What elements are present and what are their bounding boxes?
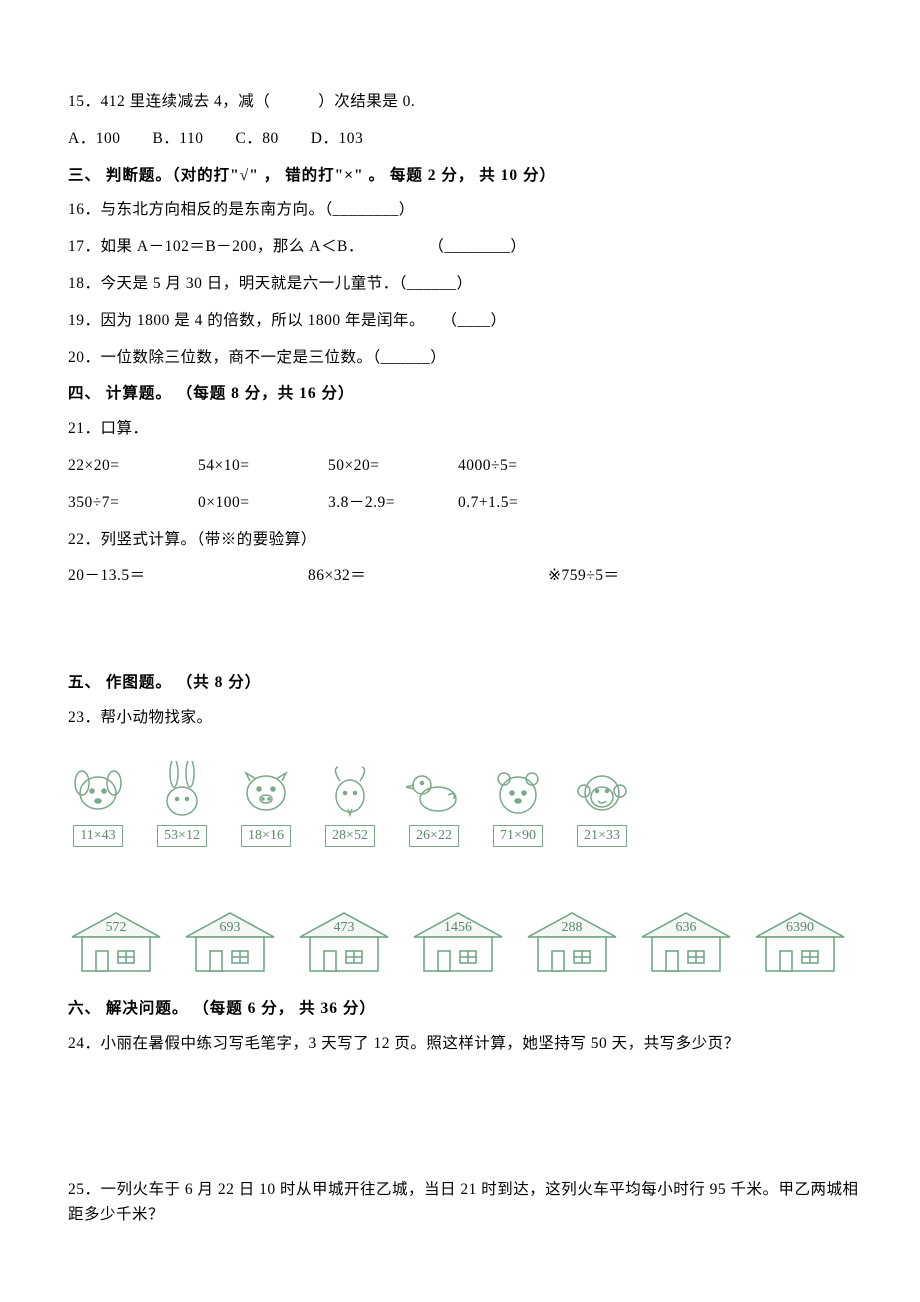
calc-item: 3.8－2.9=	[328, 491, 458, 516]
house-item: 1456	[410, 907, 506, 977]
q23: 23．帮小动物找家。	[68, 706, 870, 731]
calc-item: 54×10=	[198, 454, 328, 479]
q21: 21．口算．	[68, 417, 870, 442]
q22: 22．列竖式计算。（带※的要验算）	[68, 528, 870, 553]
q25: 25．一列火车于 6 月 22 日 10 时从甲城开往乙城，当日 21 时到达，…	[68, 1178, 870, 1228]
q20: 20．一位数除三位数，商不一定是三位数。（______）	[68, 346, 870, 371]
q17: 17．如果 A－102＝B－200，那么 A＜B． （________）	[68, 235, 870, 260]
animal-goat: 28×52	[320, 761, 380, 847]
house-number: 6390	[786, 920, 814, 935]
animal-label: 71×90	[493, 825, 543, 847]
house-item: 6390	[752, 907, 848, 977]
calc-item: 0×100=	[198, 491, 328, 516]
calc-row-1: 22×20= 54×10= 50×20= 4000÷5=	[68, 454, 870, 479]
calc-item: 4000÷5=	[458, 454, 518, 479]
q15-text: 15．412 里连续减去 4，减（ ）次结果是 0.	[68, 90, 870, 115]
houses-row: 572 693 473	[68, 907, 870, 977]
calc-item: 86×32＝	[308, 564, 548, 589]
animal-dog: 11×43	[68, 761, 128, 847]
calc-item: ※759÷5＝	[548, 564, 620, 589]
animal-pig: 18×16	[236, 761, 296, 847]
house-number: 288	[562, 920, 583, 935]
calc-row-2: 350÷7= 0×100= 3.8－2.9= 0.7+1.5=	[68, 491, 870, 516]
section5-title: 五、 作图题。 （共 8 分）	[68, 671, 870, 696]
calc-item: 0.7+1.5=	[458, 491, 518, 516]
house-number: 473	[334, 920, 355, 935]
section4-title: 四、 计算题。 （每题 8 分，共 16 分）	[68, 382, 870, 407]
bear-icon	[488, 761, 548, 821]
house-item: 473	[296, 907, 392, 977]
pig-icon	[236, 761, 296, 821]
animal-bear: 71×90	[488, 761, 548, 847]
duck-icon	[404, 761, 464, 821]
calc-item: 350÷7=	[68, 491, 198, 516]
house-number: 1456	[444, 920, 472, 935]
animal-label: 26×22	[409, 825, 459, 847]
animal-label: 28×52	[325, 825, 375, 847]
q18: 18．今天是 5 月 30 日，明天就是六一儿童节．（______）	[68, 272, 870, 297]
calc-item: 22×20=	[68, 454, 198, 479]
house-item: 288	[524, 907, 620, 977]
animal-duck: 26×22	[404, 761, 464, 847]
animals-row: 11×43 53×12	[68, 761, 870, 847]
q16: 16．与东北方向相反的是东南方向。（________）	[68, 198, 870, 223]
animal-rabbit: 53×12	[152, 761, 212, 847]
calc-item: 20－13.5＝	[68, 564, 308, 589]
calc-item: 50×20=	[328, 454, 458, 479]
rabbit-icon	[152, 761, 212, 821]
animal-monkey: 21×33	[572, 761, 632, 847]
house-item: 572	[68, 907, 164, 977]
animal-label: 21×33	[577, 825, 627, 847]
goat-icon	[320, 761, 380, 821]
q15-options: A．100 B．110 C．80 D．103	[68, 127, 870, 152]
house-number: 572	[106, 920, 127, 935]
section6-title: 六、 解决问题。 （每题 6 分， 共 36 分）	[68, 997, 870, 1022]
house-item: 693	[182, 907, 278, 977]
dog-icon	[68, 761, 128, 821]
monkey-icon	[572, 761, 632, 821]
animal-label: 53×12	[157, 825, 207, 847]
house-item: 636	[638, 907, 734, 977]
q19: 19．因为 1800 是 4 的倍数，所以 1800 年是闰年。 （____）	[68, 309, 870, 334]
house-number: 636	[676, 920, 697, 935]
house-number: 693	[220, 920, 241, 935]
q24: 24．小丽在暑假中练习写毛笔字，3 天写了 12 页。照这样计算，她坚持写 50…	[68, 1032, 870, 1057]
animal-label: 11×43	[73, 825, 122, 847]
calc-row-3: 20－13.5＝ 86×32＝ ※759÷5＝	[68, 564, 870, 589]
animal-label: 18×16	[241, 825, 291, 847]
section3-title: 三、 判断题。（对的打"√" ， 错的打"×" 。 每题 2 分， 共 10 分…	[68, 164, 870, 189]
